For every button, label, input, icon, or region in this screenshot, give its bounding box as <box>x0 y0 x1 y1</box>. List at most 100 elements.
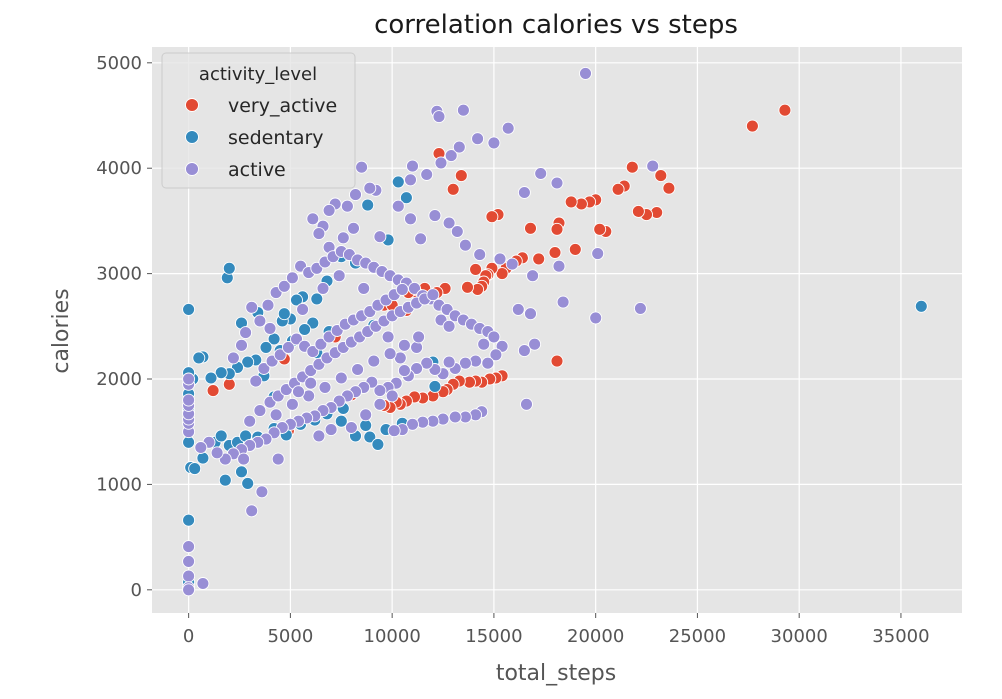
scatter-point-active <box>312 429 326 443</box>
data-points <box>182 66 928 597</box>
scatter-point-active <box>517 344 531 358</box>
scatter-point-active <box>261 298 275 312</box>
scatter-point-active <box>381 330 395 344</box>
x-tick-label: 15000 <box>465 626 522 647</box>
scatter-point-very_active <box>550 222 564 236</box>
legend-item-very_active: very_active <box>185 95 337 117</box>
scatter-point-active <box>194 441 208 454</box>
scatter-point-sedentary <box>914 299 928 313</box>
scatter-point-active <box>385 389 399 403</box>
scatter-point-sedentary <box>204 371 218 385</box>
scatter-point-sedentary <box>371 437 385 451</box>
scatter-point-very_active <box>461 280 474 294</box>
scatter-point-active <box>420 356 434 370</box>
scatter-point-active <box>367 354 381 368</box>
scatter-point-active <box>556 295 570 309</box>
scatter-point-active <box>182 393 196 407</box>
scatter-point-very_active <box>593 222 607 236</box>
scatter-point-active <box>633 301 647 315</box>
scatter-point-active <box>397 364 411 378</box>
scatter-point-active <box>239 326 253 340</box>
scatter-point-active <box>304 376 318 390</box>
scatter-point-active <box>182 540 196 554</box>
scatter-point-active <box>552 259 566 273</box>
scatter-point-active <box>458 238 472 252</box>
scatter-point-very_active <box>654 169 668 183</box>
scatter-point-active <box>450 225 464 238</box>
scatter-point-active <box>357 281 371 295</box>
scatter-point-active <box>182 554 196 568</box>
scatter-point-active <box>349 188 362 202</box>
scatter-point-sedentary <box>361 198 375 212</box>
x-tick-label: 25000 <box>669 626 726 647</box>
scatter-point-active <box>332 269 346 283</box>
legend-marker <box>185 162 199 176</box>
scatter-point-active <box>473 248 487 262</box>
scatter-point-active <box>296 302 310 316</box>
scatter-point-active <box>373 397 387 411</box>
scatter-point-very_active <box>485 210 499 224</box>
scatter-point-sedentary <box>182 302 196 316</box>
scatter-point-active <box>493 252 507 266</box>
scatter-point-active <box>520 397 533 411</box>
scatter-point-active <box>373 230 387 244</box>
legend-label: very_active <box>228 95 337 117</box>
scatter-point-active <box>528 337 542 351</box>
scatter-point-active <box>412 330 426 344</box>
scatter-point-very_active <box>454 169 468 183</box>
scatter-point-active <box>344 421 358 434</box>
scatter-point-very_active <box>778 103 792 117</box>
scatter-point-active <box>322 203 336 217</box>
scatter-point-very_active <box>745 119 759 133</box>
scatter-point-active <box>442 319 456 333</box>
scatter-point-active <box>524 307 537 321</box>
scatter-point-active <box>245 300 259 314</box>
x-axis-ticks: 0 5000 10000 15000 20000 25000 30000 35000 <box>183 613 930 647</box>
x-tick-label: 30000 <box>771 626 828 647</box>
scatter-point-sedentary <box>218 473 232 487</box>
scatter-point-active <box>397 338 411 352</box>
grid-lines <box>152 47 962 613</box>
scatter-point-very_active <box>524 221 537 235</box>
scatter-point-active <box>517 186 531 199</box>
legend-label: active <box>228 159 286 181</box>
scatter-point-sedentary <box>428 379 442 393</box>
scatter-point-active <box>526 269 540 283</box>
legend-item-sedentary: sedentary <box>185 127 324 149</box>
scatter-point-active <box>334 371 348 385</box>
scatter-point-active <box>442 355 456 369</box>
scatter-point-active <box>373 384 387 398</box>
scatter-point-active <box>534 167 548 180</box>
scatter-point-active <box>383 347 397 361</box>
scatter-point-active <box>196 577 210 590</box>
legend-box <box>161 52 356 189</box>
scatter-point-active <box>579 66 592 80</box>
legend-item-active: active <box>185 159 286 181</box>
scatter-point-active <box>235 338 248 352</box>
scatter-point-very_active <box>469 262 483 276</box>
scatter-point-sedentary <box>259 340 273 354</box>
y-tick-label: 3000 <box>96 264 142 285</box>
scatter-point-active <box>426 288 440 302</box>
y-tick-label: 2000 <box>96 369 142 390</box>
scatter-point-sedentary <box>188 462 202 476</box>
scatter-point-active <box>395 282 409 296</box>
scatter-point-active <box>281 340 295 354</box>
scatter-point-very_active <box>206 384 220 398</box>
scatter-point-sedentary <box>235 465 248 479</box>
scatter-point-active <box>444 149 458 163</box>
scatter-point-active <box>410 362 424 375</box>
scatter-point-active <box>471 132 485 146</box>
scatter-point-active <box>414 232 428 246</box>
x-tick-label: 0 <box>183 626 194 647</box>
scatter-point-active <box>448 410 462 424</box>
scatter-point-active <box>271 452 285 466</box>
scatter-point-very_active <box>611 182 625 196</box>
scatter-point-active <box>351 363 365 376</box>
scatter-point-active <box>336 231 350 245</box>
scatter-point-active <box>269 408 283 422</box>
scatter-point-sedentary <box>298 323 312 336</box>
scatter-point-sedentary <box>196 451 210 465</box>
